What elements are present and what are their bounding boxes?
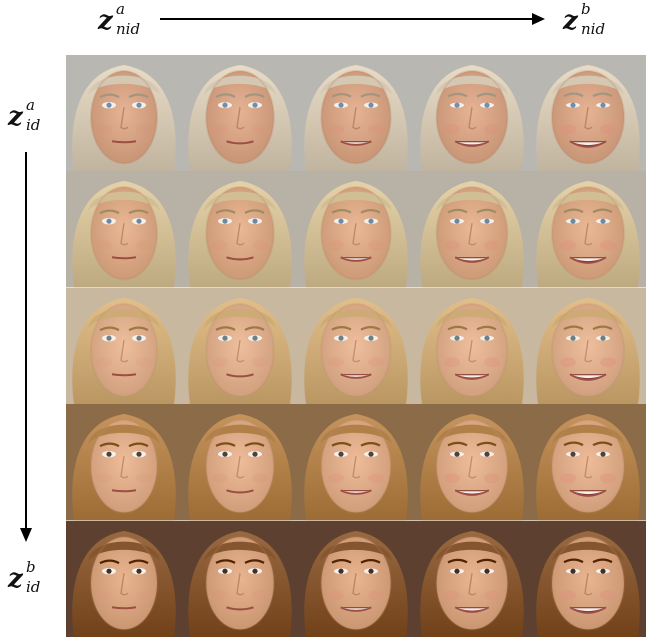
face-cell	[298, 171, 414, 288]
face-cell	[530, 171, 646, 288]
face-image	[182, 520, 298, 637]
face-image	[530, 287, 646, 405]
face-cell	[66, 404, 182, 521]
face-image	[66, 404, 182, 521]
face-cell	[414, 404, 530, 521]
face-image	[182, 171, 298, 288]
face-cell	[414, 171, 530, 288]
face-interpolation-grid	[66, 55, 646, 637]
face-image	[298, 287, 414, 405]
label-z-id-a: z a id	[8, 96, 41, 134]
face-cell	[182, 55, 298, 172]
face-image	[530, 171, 646, 288]
face-image	[66, 287, 182, 405]
vertical-arrow	[20, 152, 32, 542]
face-image	[530, 55, 646, 172]
face-cell	[530, 55, 646, 172]
label-z-nid-a: z a nid	[98, 0, 141, 38]
face-cell	[182, 404, 298, 521]
face-image	[530, 520, 646, 637]
face-cell	[182, 287, 298, 405]
face-cell	[298, 404, 414, 521]
face-image	[414, 55, 530, 172]
face-cell	[298, 55, 414, 172]
face-image	[414, 287, 530, 405]
face-cell	[530, 520, 646, 637]
horizontal-arrow	[160, 13, 545, 25]
face-cell	[66, 171, 182, 288]
face-image	[414, 404, 530, 521]
face-cell	[414, 287, 530, 405]
face-image	[182, 404, 298, 521]
label-z-nid-b: z b nid	[563, 0, 606, 38]
face-image	[66, 520, 182, 637]
face-cell	[298, 287, 414, 405]
face-cell	[298, 520, 414, 637]
face-image	[530, 404, 646, 521]
label-z-id-b: z b id	[8, 558, 41, 596]
face-cell	[414, 55, 530, 172]
face-cell	[66, 520, 182, 637]
face-image	[414, 171, 530, 288]
face-cell	[530, 404, 646, 521]
face-image	[298, 171, 414, 288]
face-cell	[414, 520, 530, 637]
face-image	[182, 287, 298, 405]
face-cell	[66, 55, 182, 172]
face-cell	[530, 287, 646, 405]
face-image	[298, 520, 414, 637]
face-cell	[66, 287, 182, 405]
face-image	[298, 55, 414, 172]
face-image	[66, 171, 182, 288]
face-image	[182, 55, 298, 172]
face-image	[298, 404, 414, 521]
face-image	[66, 55, 182, 172]
face-image	[414, 520, 530, 637]
face-cell	[182, 171, 298, 288]
face-cell	[182, 520, 298, 637]
